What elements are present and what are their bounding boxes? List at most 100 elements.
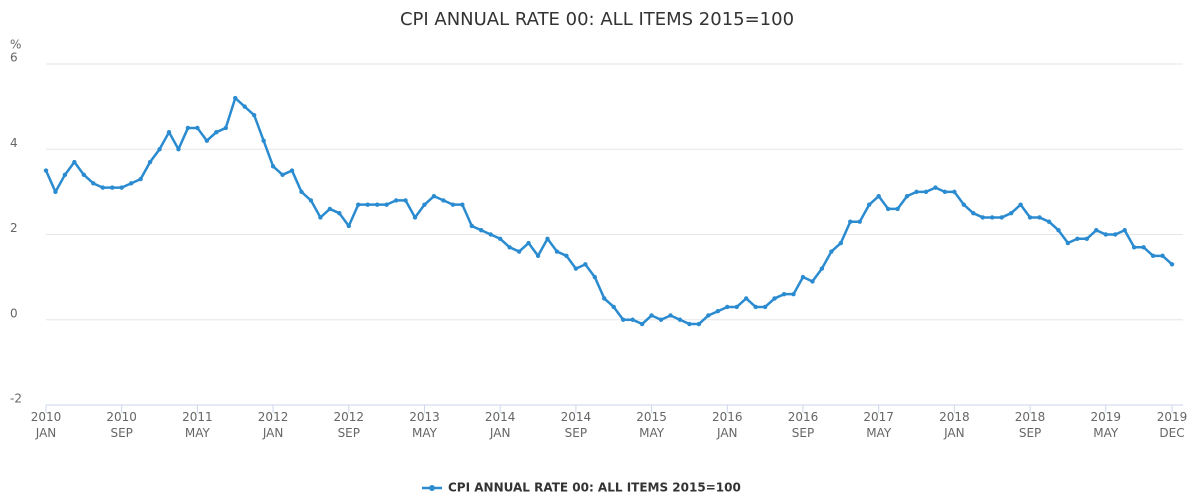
data-point [176,147,181,152]
x-tick-label: 2014 JAN [484,410,516,440]
data-point [1075,236,1080,241]
data-point [43,168,49,173]
data-point [744,296,749,301]
data-point [1160,253,1165,259]
data-point [838,240,844,246]
data-point [791,291,796,297]
data-point [630,317,635,322]
data-point [318,215,323,220]
data-point [1065,240,1071,246]
data-point [867,202,872,207]
data-point [185,125,191,131]
x-tick-label: 2019 MAY [1090,410,1122,440]
data-point [696,321,702,327]
data-point [497,236,503,241]
data-point [687,321,692,327]
data-point [611,304,616,310]
y-tick-label: 2 [10,221,18,235]
data-point [346,223,351,229]
data-point [157,147,162,152]
data-point [128,181,134,186]
data-point [119,185,124,190]
data-point [942,189,948,195]
data-point [488,232,493,237]
data-point [1084,236,1090,241]
x-tick-label: 2019 DEC [1156,410,1188,440]
data-point [602,296,607,301]
data-point [289,168,295,173]
y-axis-label: % [10,38,21,52]
data-point [999,215,1004,220]
data-point [299,189,304,195]
y-tick-label: 6 [10,51,18,65]
data-point [507,245,512,250]
data-point [990,215,995,220]
data-point [384,202,389,207]
data-point [980,215,985,220]
data-point [337,210,342,216]
x-tick-label: 2010 JAN [30,410,62,440]
x-tick-label: 2018 JAN [939,410,970,440]
data-point [583,262,588,267]
data-point [422,202,427,207]
data-point [81,172,87,178]
data-point [554,249,560,254]
data-point [261,138,266,143]
data-point [356,202,361,207]
data-point [72,159,77,165]
legend-label: CPI ANNUAL RATE 00: ALL ITEMS 2015=100 [448,481,741,495]
data-point [233,95,238,101]
x-tick-label: 2015 MAY [636,410,667,440]
data-point [62,172,68,178]
data-point [857,219,862,224]
x-tick-label: 2016 SEP [787,410,819,440]
x-tick-label: 2012 JAN [257,410,289,440]
data-point [479,228,484,233]
data-point [762,304,768,310]
data-point [734,304,739,310]
data-point [431,193,437,199]
data-point [668,313,673,318]
data-point [214,130,219,135]
x-tick-label: 2011 MAY [182,410,213,440]
data-point [1094,228,1099,233]
data-point [923,189,929,195]
x-tick-label: 2013 MAY [409,410,440,440]
data-point [772,296,777,301]
data-point [251,112,257,118]
data-point [848,219,853,224]
data-point [1122,228,1127,233]
data-point [885,206,891,212]
data-point [800,274,806,280]
data-point [725,304,730,310]
data-point [1131,245,1137,250]
data-point [412,215,418,220]
data-point [516,249,522,254]
data-point [91,181,96,186]
data-point [573,266,579,271]
data-point [100,185,105,190]
data-point [715,309,721,314]
data-point [961,202,967,207]
data-point [781,291,787,297]
data-point [223,125,228,131]
data-point [1141,245,1146,250]
x-tick-label: 2016 JAN [711,410,743,440]
data-point [204,138,210,143]
data-point [147,159,153,165]
data-point [933,185,938,190]
data-point [1056,228,1061,233]
data-point [365,202,370,207]
data-point [620,317,626,322]
data-point [450,202,456,207]
data-point [753,304,758,310]
data-point [639,321,645,327]
data-point [592,274,598,280]
data-point [280,172,285,178]
data-point [242,104,247,109]
data-point [535,253,541,259]
data-point [829,249,834,254]
data-point [706,313,711,318]
